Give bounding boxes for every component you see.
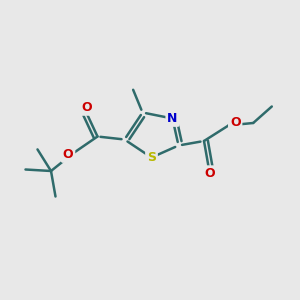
Text: S: S xyxy=(147,151,156,164)
Text: O: O xyxy=(82,101,92,114)
Text: O: O xyxy=(230,116,241,129)
Text: O: O xyxy=(205,167,215,180)
Text: N: N xyxy=(167,112,178,125)
Text: O: O xyxy=(63,148,74,161)
